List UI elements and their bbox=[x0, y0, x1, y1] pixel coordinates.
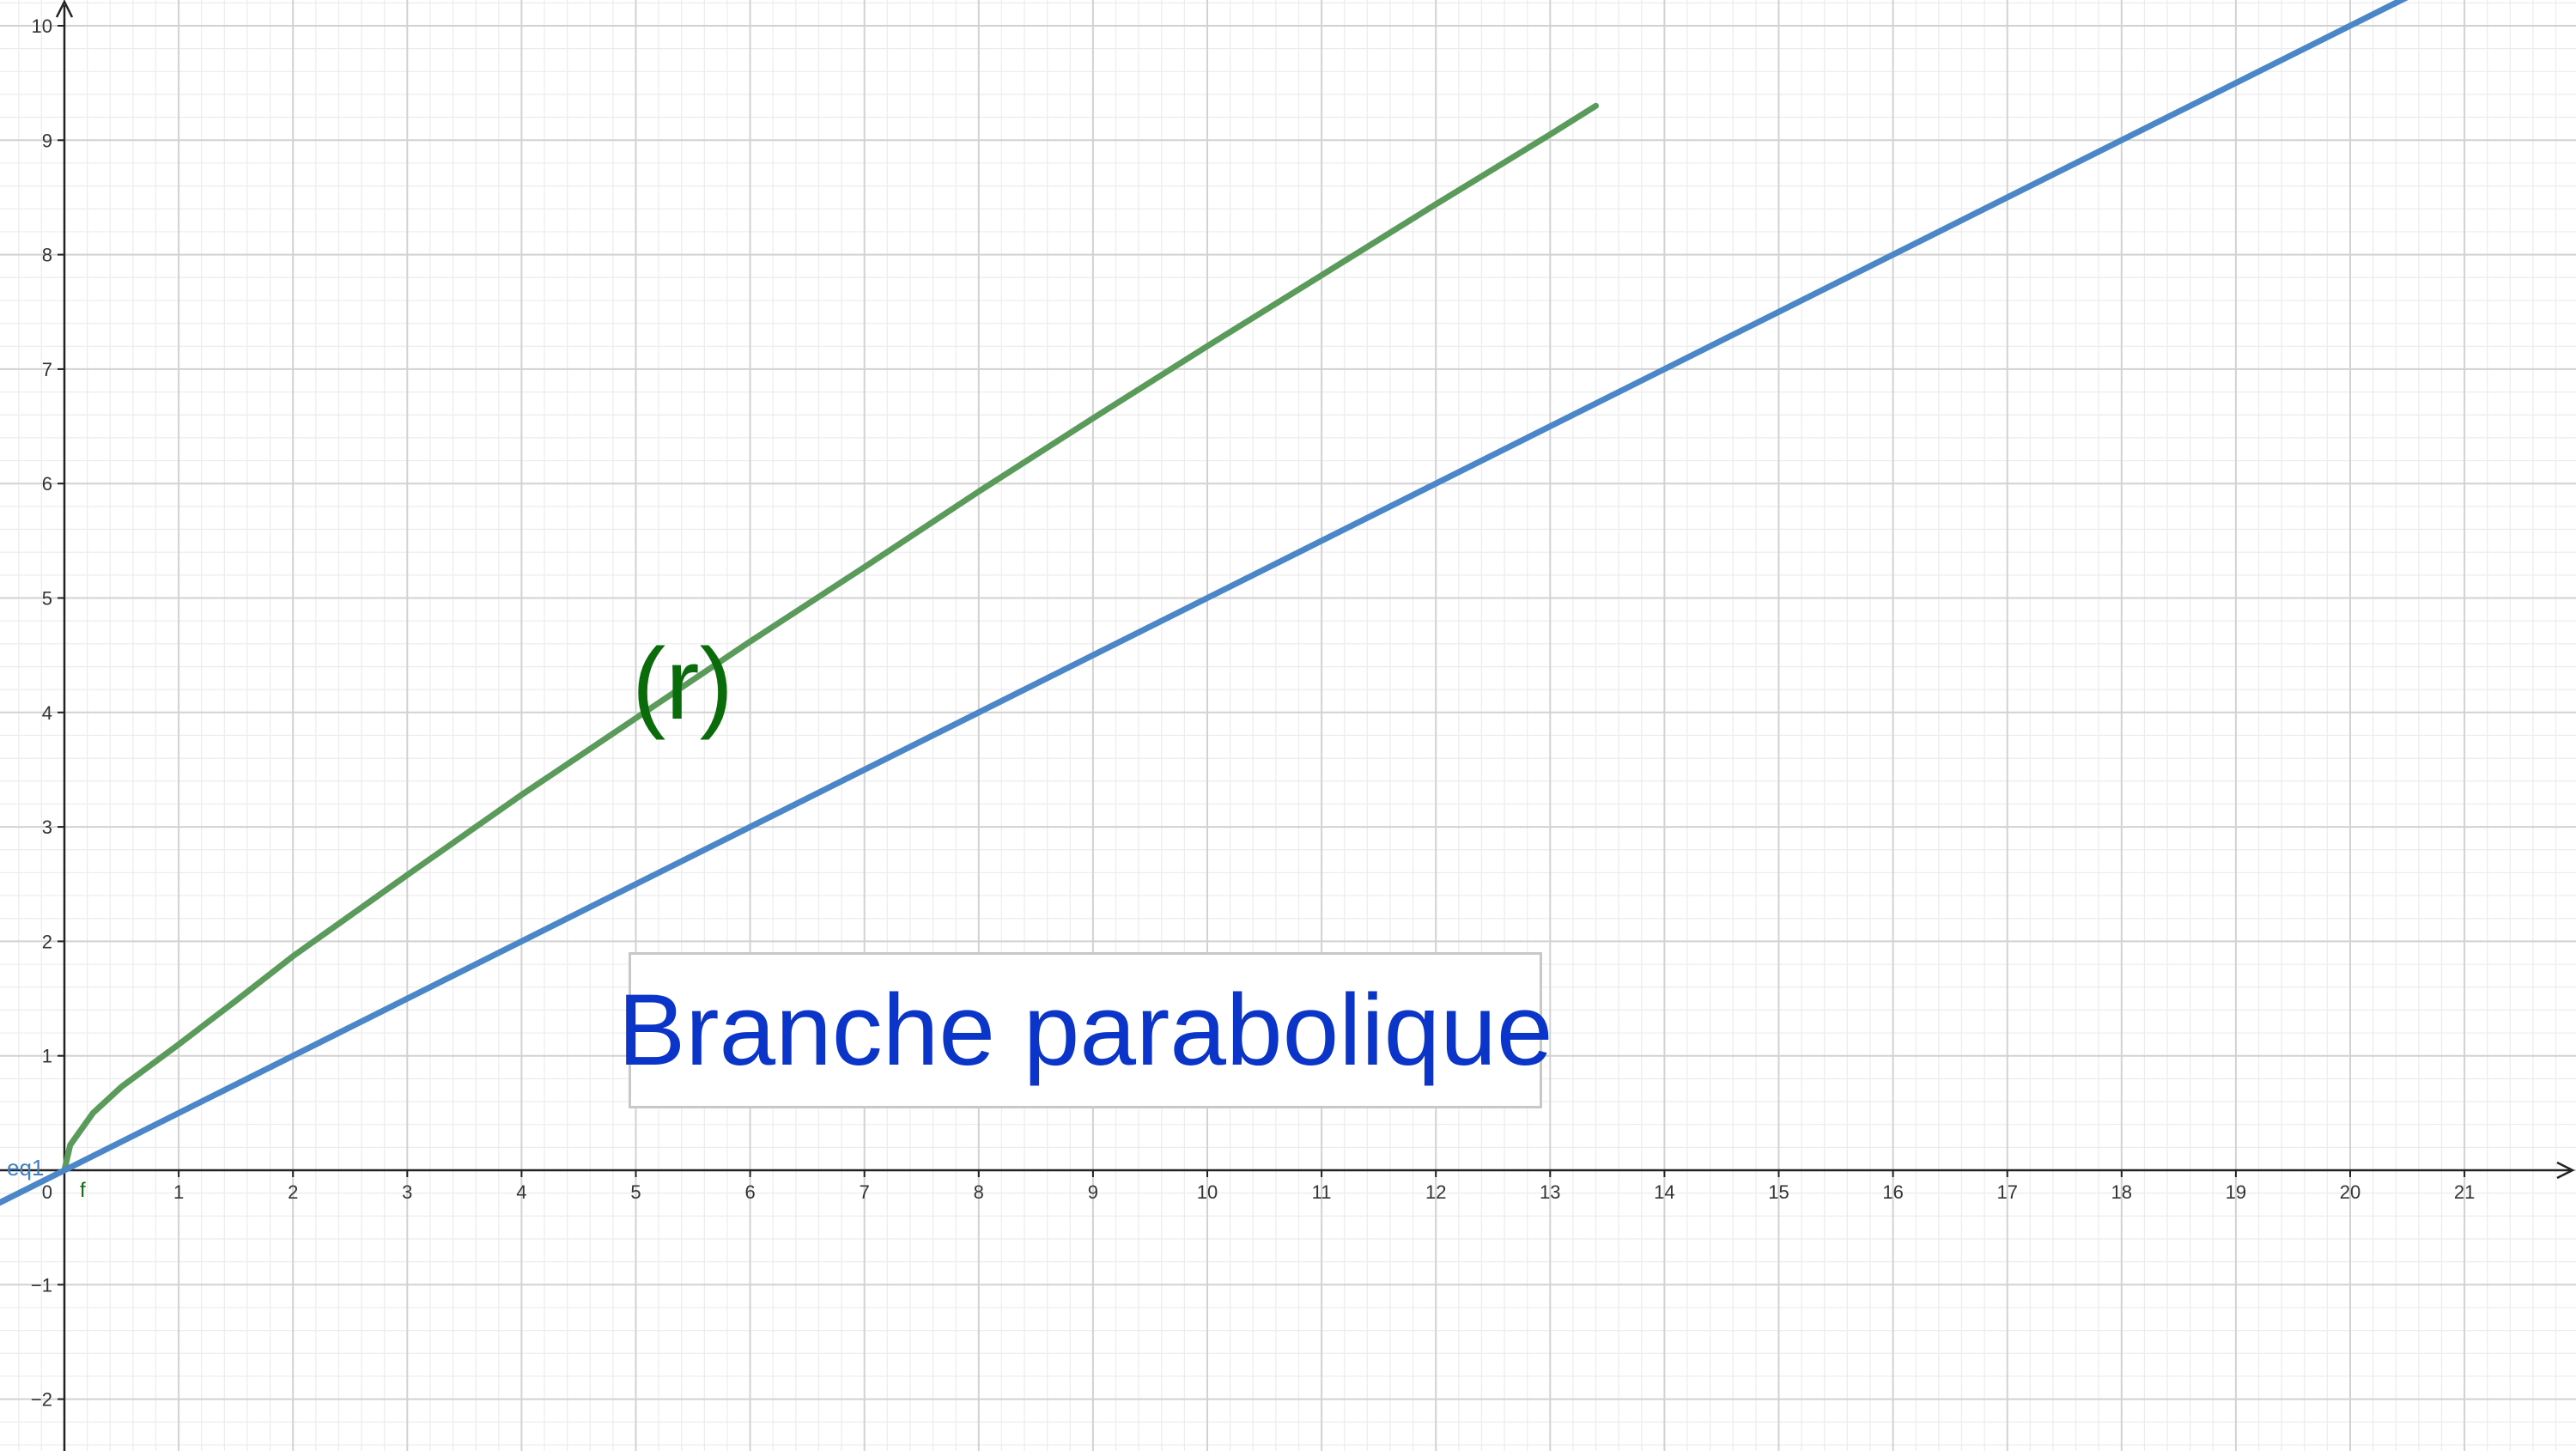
y-tick-label: −1 bbox=[31, 1274, 52, 1296]
x-tick-label: 2 bbox=[288, 1181, 298, 1203]
x-tick-label: 3 bbox=[402, 1181, 412, 1203]
x-tick-label: 14 bbox=[1654, 1181, 1674, 1203]
y-tick-label: 7 bbox=[42, 359, 52, 380]
series-f-label: f bbox=[80, 1179, 86, 1202]
y-tick-label: 8 bbox=[42, 245, 52, 266]
x-tick-label: 19 bbox=[2226, 1181, 2246, 1203]
origin-label: 0 bbox=[42, 1181, 52, 1203]
x-tick-label: 17 bbox=[1996, 1181, 2017, 1203]
x-tick-label: 18 bbox=[2111, 1181, 2132, 1203]
x-tick-label: 20 bbox=[2340, 1181, 2360, 1203]
x-tick-label: 21 bbox=[2454, 1181, 2475, 1203]
x-tick-label: 9 bbox=[1088, 1181, 1098, 1203]
x-tick-label: 11 bbox=[1312, 1181, 1332, 1203]
series-eq1-label: eq1 bbox=[7, 1155, 44, 1181]
y-tick-label: −2 bbox=[31, 1389, 52, 1411]
y-tick-label: 2 bbox=[42, 931, 52, 952]
x-tick-label: 16 bbox=[1882, 1181, 1903, 1203]
x-tick-label: 15 bbox=[1768, 1181, 1789, 1203]
x-tick-label: 7 bbox=[860, 1181, 870, 1203]
y-axis-arrow bbox=[55, 0, 74, 18]
y-tick-label: 9 bbox=[42, 130, 52, 151]
x-axis-arrow bbox=[2556, 1161, 2575, 1180]
banner-text: Branche parabolique bbox=[617, 974, 1553, 1087]
x-tick-label: 5 bbox=[630, 1181, 641, 1203]
tick-labels: 1 2 3 4 5 6 7 8 9 10 11 12 13 14 15 16 17 18 19 20 21−2−1123… bbox=[31, 15, 2475, 1411]
x-tick-label: 10 bbox=[1197, 1181, 1218, 1203]
branche-parabolique-textbox[interactable]: Branche parabolique bbox=[617, 952, 1553, 1108]
series-eq1-line[interactable] bbox=[0, 0, 2576, 1206]
series-f-line[interactable] bbox=[61, 102, 1599, 1174]
y-tick-label: 1 bbox=[42, 1046, 52, 1067]
x-tick-label: 4 bbox=[516, 1181, 526, 1203]
x-tick-label: 12 bbox=[1425, 1181, 1446, 1203]
y-tick-label: 3 bbox=[42, 817, 52, 838]
x-tick-label: 8 bbox=[974, 1181, 984, 1203]
y-tick-label: 6 bbox=[42, 473, 52, 495]
series-labels: f eq1 bbox=[7, 1155, 86, 1202]
y-tick-label: 10 bbox=[32, 15, 52, 37]
x-tick-label: 1 bbox=[173, 1181, 184, 1203]
y-tick-label: 4 bbox=[42, 702, 52, 724]
x-tick-label: 6 bbox=[744, 1181, 755, 1203]
curve-r-annotation: (r) bbox=[632, 628, 733, 741]
y-tick-label: 5 bbox=[42, 588, 52, 610]
x-tick-label: 13 bbox=[1540, 1181, 1560, 1203]
series-layer bbox=[0, 0, 2576, 1206]
